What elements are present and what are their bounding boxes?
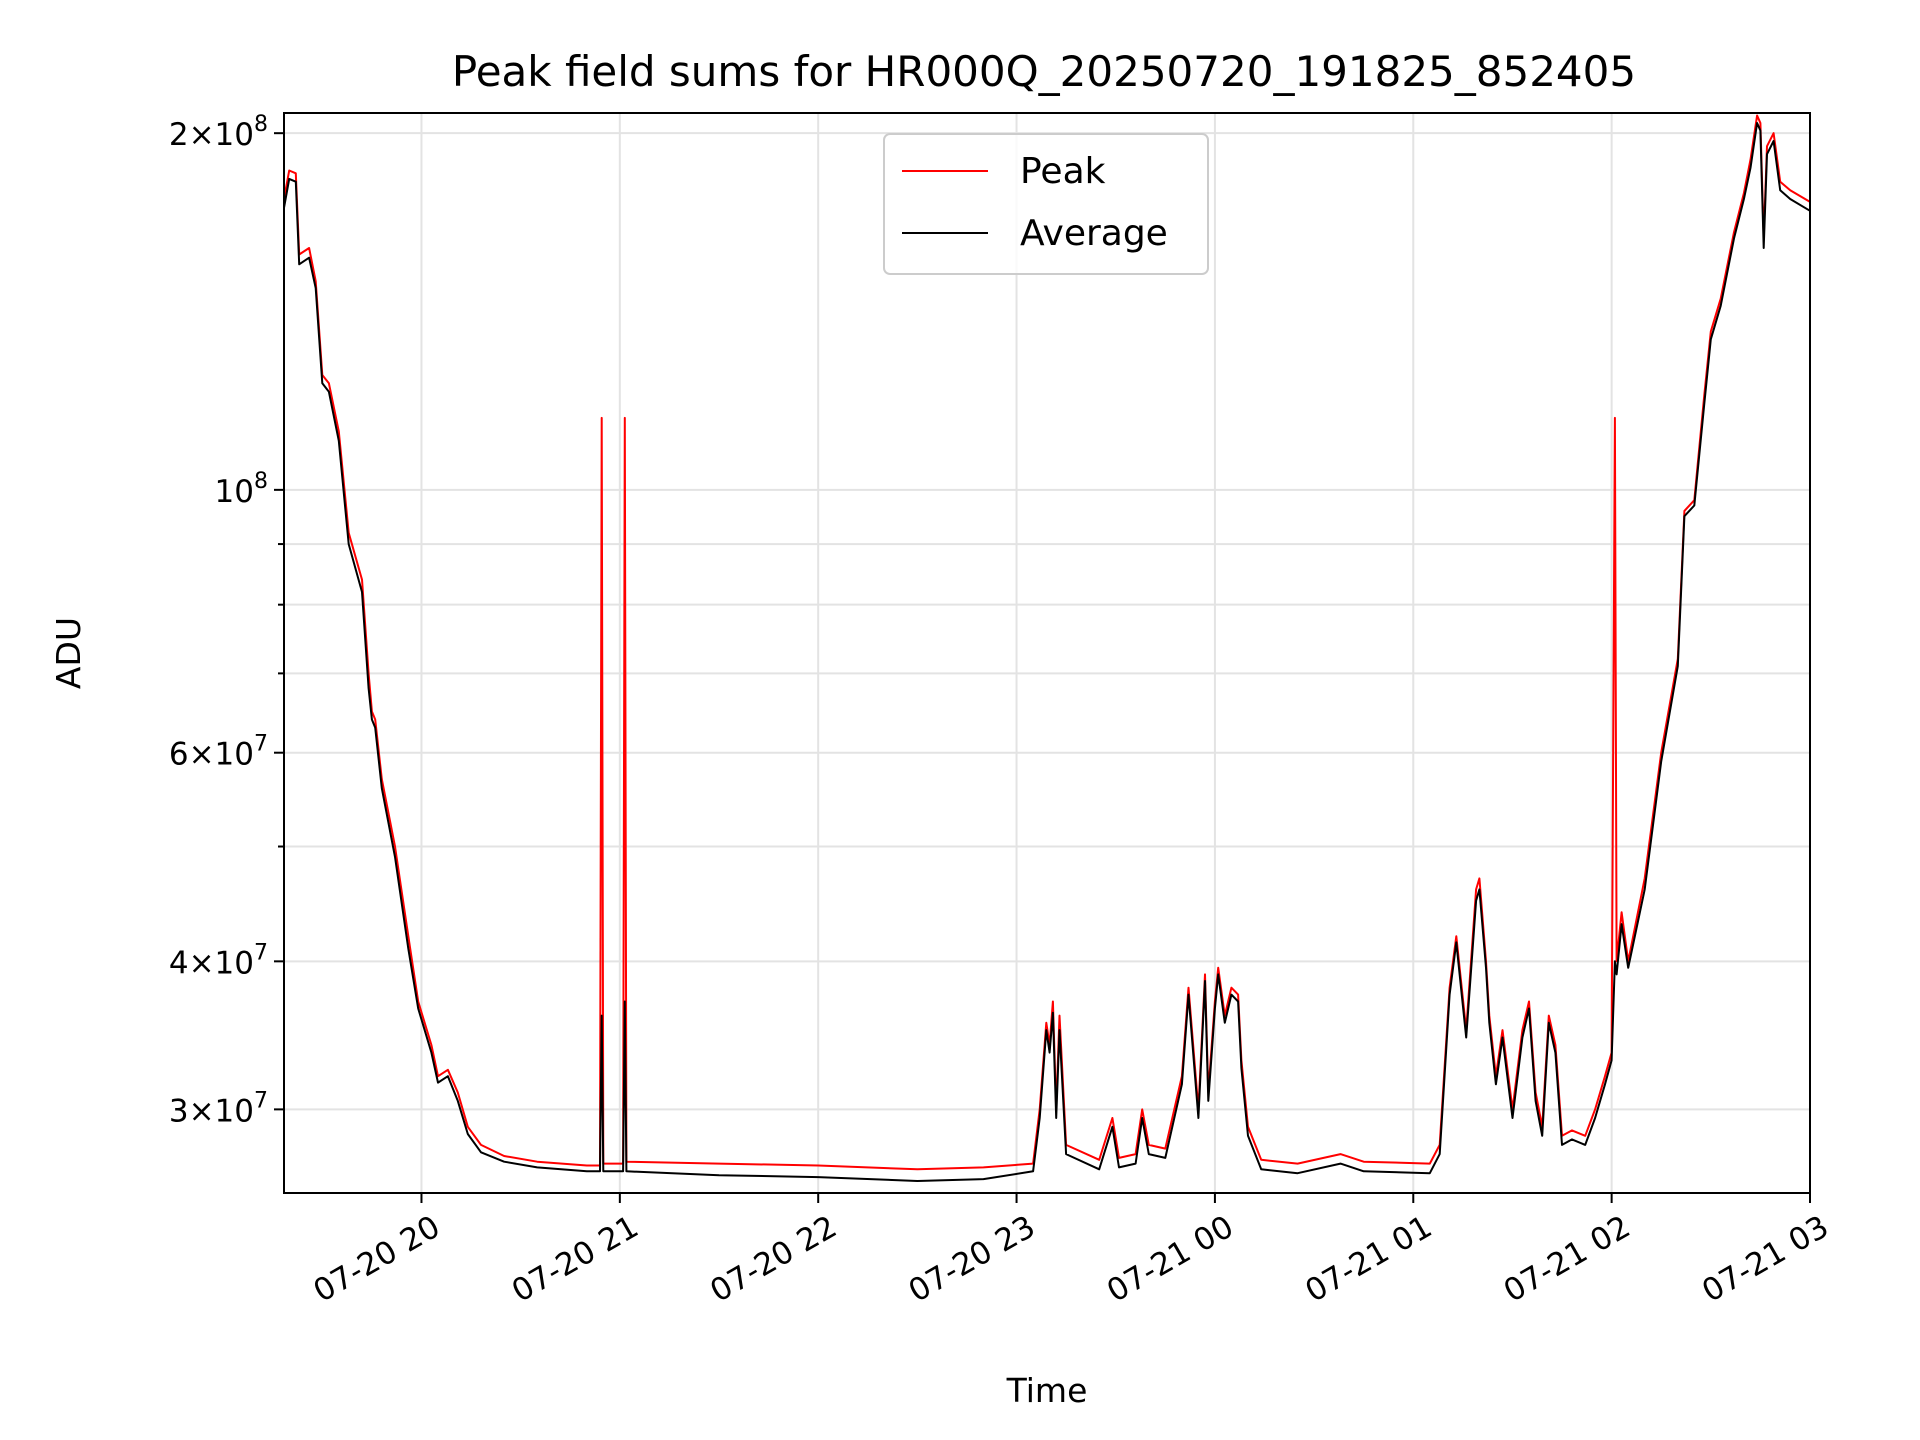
y-tick-label: 108 — [215, 469, 268, 510]
y-tick-mantissa: 4× — [169, 945, 215, 981]
y-axis-label: ADU — [49, 617, 88, 689]
y-tick-label: 3×107 — [169, 1088, 268, 1129]
chart-title: Peak field sums for HR000Q_20250720_1918… — [452, 47, 1636, 96]
y-tick-base: 10 — [215, 474, 254, 510]
x-axis-label: Time — [1006, 1371, 1088, 1410]
y-tick-label: 2×108 — [169, 112, 268, 153]
y-tick-base: 10 — [215, 737, 254, 773]
plot-series — [283, 114, 1811, 1182]
legend-label-peak: Peak — [1020, 151, 1106, 192]
series-line-average — [283, 122, 1811, 1182]
plot-frame — [283, 112, 1811, 1194]
y-tick-exponent: 8 — [254, 112, 268, 137]
legend-box — [883, 133, 1209, 275]
y-tick-label: 4×107 — [169, 940, 268, 981]
legend: Peak Average — [883, 133, 1209, 275]
y-tick-mantissa: 2× — [169, 117, 215, 153]
y-tick-mantissa: 6× — [169, 737, 215, 773]
y-tick-exponent: 7 — [254, 732, 268, 757]
y-tick-exponent: 8 — [254, 469, 268, 494]
legend-label-average: Average — [1020, 213, 1168, 254]
y-tick-label: 6×107 — [169, 732, 268, 773]
y-tick-mantissa: 3× — [169, 1093, 215, 1129]
y-tick-base: 10 — [215, 117, 254, 153]
y-tick-exponent: 7 — [254, 940, 268, 965]
y-tick-exponent: 7 — [254, 1088, 268, 1113]
y-tick-base: 10 — [215, 945, 254, 981]
y-tick-base: 10 — [215, 1093, 254, 1129]
